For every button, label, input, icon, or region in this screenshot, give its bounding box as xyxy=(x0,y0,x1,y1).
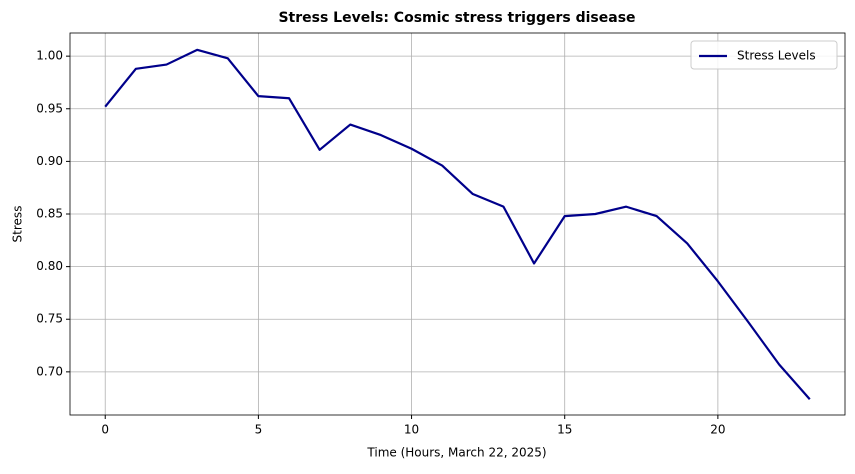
y-tick-label: 0.80 xyxy=(36,259,63,273)
x-tick-label: 20 xyxy=(710,423,725,437)
legend-label: Stress Levels xyxy=(737,49,816,63)
legend-box xyxy=(690,40,838,70)
y-tick-label: 0.85 xyxy=(36,207,63,221)
x-tick-label: 15 xyxy=(557,423,572,437)
x-tick-label: 0 xyxy=(101,423,109,437)
plot-frame xyxy=(69,32,846,416)
data-line xyxy=(104,48,811,400)
x-tick-label: 10 xyxy=(404,423,419,437)
y-tick-label: 0.95 xyxy=(36,101,63,115)
chart-title: Stress Levels: Cosmic stress triggers di… xyxy=(278,10,635,26)
y-tick-label: 1.00 xyxy=(36,49,63,63)
y-tick-label: 0.70 xyxy=(36,364,63,378)
x-axis-label: Time (Hours, March 22, 2025) xyxy=(366,446,546,460)
y-axis-label: Stress xyxy=(11,206,25,243)
x-tick-label: 5 xyxy=(255,423,263,437)
y-tick-label: 0.75 xyxy=(36,312,63,326)
y-tick-label: 0.90 xyxy=(36,154,63,168)
